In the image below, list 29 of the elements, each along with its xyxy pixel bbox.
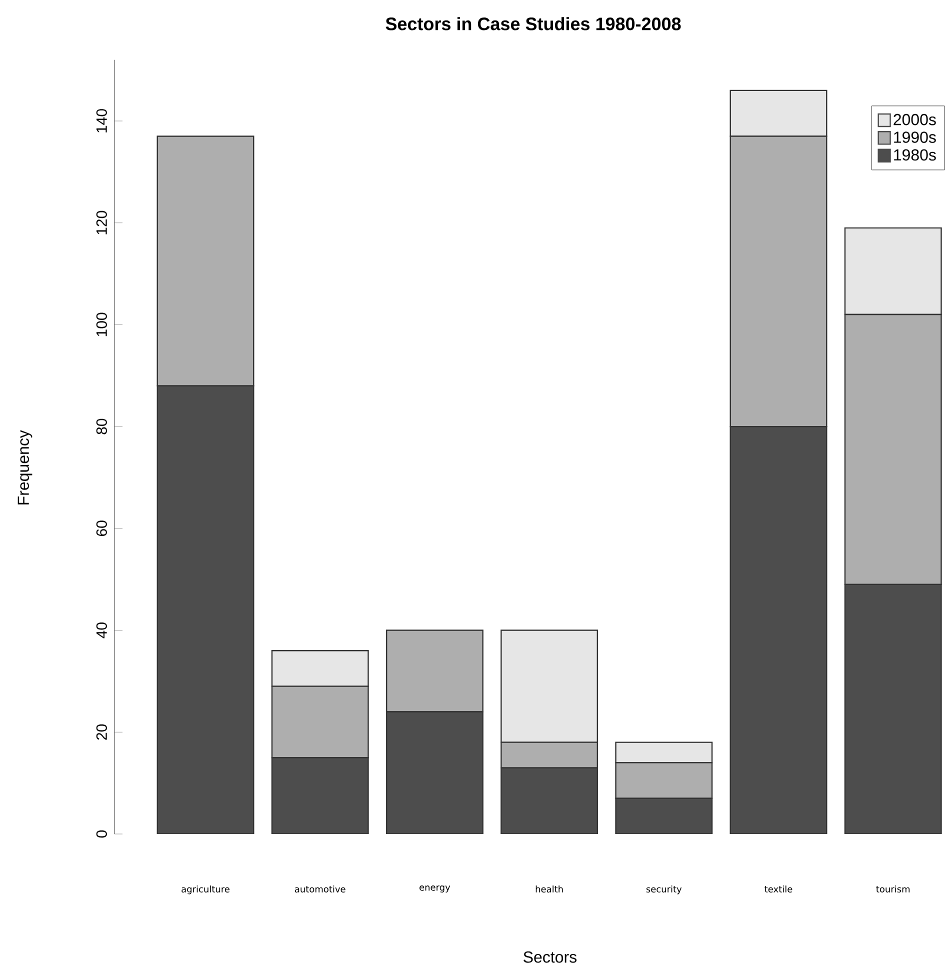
- y-tick-label: 140: [96, 109, 107, 132]
- bar: [844, 584, 942, 834]
- bar: [500, 767, 598, 834]
- x-tick-label: energy: [420, 886, 450, 892]
- y-tick-label: 40: [96, 622, 107, 638]
- y-tick-label: 20: [96, 724, 107, 740]
- y-tick-label: 60: [96, 520, 107, 536]
- bar: [730, 426, 828, 834]
- x-tick-label: health: [536, 886, 563, 892]
- bar: [156, 385, 254, 834]
- y-axis-title: Frequency: [18, 430, 32, 504]
- x-tick-label: tourism: [876, 886, 910, 892]
- x-tick-label: automotive: [294, 886, 346, 892]
- legend-label: 1990s: [894, 132, 936, 143]
- legend-label: 1980s: [894, 149, 936, 161]
- legend-label: 2000s: [894, 114, 936, 126]
- y-tick-label: 80: [96, 418, 107, 434]
- x-tick-label: security: [646, 886, 682, 894]
- x-tick-label: agriculture: [182, 886, 230, 894]
- y-tick-label: 120: [96, 210, 107, 234]
- y-tick-label: 100: [96, 312, 107, 336]
- bar: [615, 798, 713, 834]
- bar: [271, 757, 369, 834]
- bar: [386, 630, 484, 712]
- x-tick-label: textile: [764, 886, 792, 892]
- chart-title: Sectors in Case Studies 1980-2008: [386, 17, 681, 30]
- x-axis-title: Sectors: [524, 951, 577, 963]
- bar: [386, 711, 484, 834]
- y-tick-label: 0: [96, 830, 107, 838]
